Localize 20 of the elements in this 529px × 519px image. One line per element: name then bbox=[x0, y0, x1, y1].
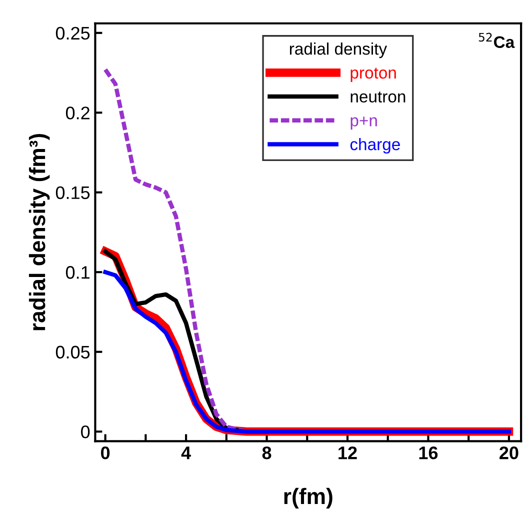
legend-label: charge bbox=[350, 138, 400, 154]
y-tick-label: 0 bbox=[81, 426, 90, 438]
y-tick-label: 0.05 bbox=[56, 346, 90, 359]
y-tick-label: 0.15 bbox=[56, 186, 90, 200]
x-tick-label: 8 bbox=[262, 446, 272, 460]
legend-label: p+n bbox=[350, 116, 377, 130]
x-tick-label: 16 bbox=[419, 446, 438, 460]
y-tick-label: 0.25 bbox=[56, 26, 90, 40]
legend-label: proton bbox=[350, 68, 396, 82]
legend-title: radial density bbox=[290, 42, 388, 58]
x-tick-label: 20 bbox=[500, 446, 518, 460]
y-tick-label: 0.2 bbox=[66, 106, 90, 120]
y-tick-label: 0.1 bbox=[66, 266, 90, 279]
x-tick-label: 4 bbox=[181, 446, 191, 460]
x-tick-label: 0 bbox=[101, 446, 110, 460]
y-axis-title: radial density (fm³) bbox=[28, 134, 50, 330]
x-axis-title: r(fm) bbox=[284, 488, 332, 509]
x-tick-label: 12 bbox=[338, 446, 357, 460]
annotation: $^{52}$Ca bbox=[478, 32, 515, 48]
legend-label: neutron bbox=[350, 92, 406, 103]
